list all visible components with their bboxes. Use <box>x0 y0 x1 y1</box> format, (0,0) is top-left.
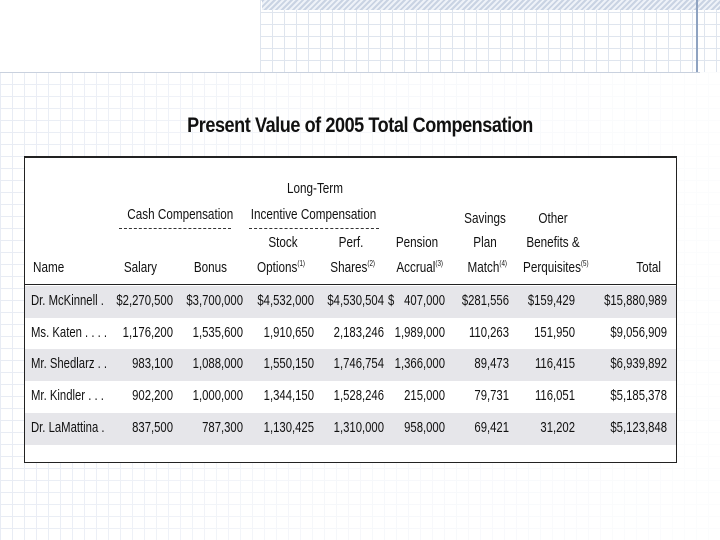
row5-stock: 1,130,425 <box>263 420 314 436</box>
col-savings-line2: Plan <box>473 234 497 251</box>
col-header-other-text: Perquisites <box>523 259 581 276</box>
row1-perf: $4,530,504 <box>327 293 384 309</box>
row3-pension: 1,366,000 <box>394 356 445 372</box>
row1-pension-currency: $ <box>388 293 395 309</box>
header-accent-stripe <box>262 0 720 10</box>
row3-name: Mr. Shedlarz . . <box>31 356 108 372</box>
row5-total: $5,123,848 <box>610 420 667 436</box>
footnote-4-marker: (4) <box>499 259 507 268</box>
col-header-other: Perquisites(5) <box>523 259 589 276</box>
footnote-2-marker: (2) <box>367 259 375 268</box>
group-cash-rule <box>119 228 231 229</box>
row1-savings: $281,556 <box>461 293 509 309</box>
row1-total: $15,880,989 <box>604 293 667 309</box>
row3-other: 116,415 <box>534 356 575 372</box>
row1-pension: 407,000 <box>404 293 445 309</box>
row2-savings: 110,263 <box>468 325 509 341</box>
row3-total: $6,939,892 <box>610 356 667 372</box>
col-header-total: Total <box>636 259 661 276</box>
row5-name: Dr. LaMattina . <box>31 420 105 436</box>
col-header-savings: Match(4) <box>459 259 507 276</box>
row4-salary: 902,200 <box>132 388 173 404</box>
row1-name: Dr. McKinnell . <box>31 293 104 309</box>
col-header-pension: Accrual(3) <box>392 259 443 276</box>
col-header-bonus: Bonus <box>193 259 227 276</box>
col-header-stock: Options(1) <box>252 259 305 276</box>
row5-other: 31,202 <box>540 420 575 436</box>
row5-perf: 1,310,000 <box>333 420 384 436</box>
row4-bonus: 1,000,000 <box>192 388 243 404</box>
col-pension-line1: Pension <box>395 234 439 251</box>
col-other-line1: Other <box>538 210 568 227</box>
col-header-salary: Salary <box>123 259 157 276</box>
row-shade-3 <box>25 349 676 381</box>
col-other-line2: Benefits & <box>526 234 580 251</box>
col-header-name: Name <box>33 259 65 276</box>
col-savings-line1: Savings <box>464 210 506 227</box>
row-shade-5 <box>25 413 676 445</box>
row3-savings: 89,473 <box>474 356 509 372</box>
row4-other: 116,051 <box>534 388 575 404</box>
row3-perf: 1,746,754 <box>333 356 384 372</box>
row2-total: $9,056,909 <box>610 325 667 341</box>
group-lti-rule <box>249 228 379 229</box>
group-lti-line2: Incentive Compensation <box>250 206 377 223</box>
group-lti-line1: Long-Term <box>287 180 343 197</box>
row4-total: $5,185,378 <box>610 388 667 404</box>
compensation-table: Cash Compensation Long-Term Incentive Co… <box>24 156 677 463</box>
header-bottom-rule <box>25 284 676 285</box>
col-header-perf: Shares(2) <box>324 259 375 276</box>
row2-salary: 1,176,200 <box>122 325 173 341</box>
footnote-3-marker: (3) <box>435 259 443 268</box>
col-header-perf-text: Shares <box>330 259 368 276</box>
slide-header-band <box>0 0 720 72</box>
header-rule <box>0 72 700 73</box>
row-shade-1 <box>25 286 676 318</box>
row2-bonus: 1,535,600 <box>192 325 243 341</box>
row4-savings: 79,731 <box>474 388 509 404</box>
row2-pension: 1,989,000 <box>394 325 445 341</box>
row4-name: Mr. Kindler . . . <box>31 388 104 404</box>
row1-other: $159,429 <box>527 293 575 309</box>
row2-stock: 1,910,650 <box>263 325 314 341</box>
col-header-stock-text: Options <box>257 259 298 276</box>
header-vertical-line <box>696 0 698 72</box>
table-title: Present Value of 2005 Total Compensation <box>187 114 533 137</box>
col-perf-line1: Perf. <box>338 234 364 251</box>
row3-salary: 983,100 <box>132 356 173 372</box>
row3-bonus: 1,088,000 <box>192 356 243 372</box>
row1-stock: $4,532,000 <box>257 293 314 309</box>
header-grid-pattern <box>260 0 720 72</box>
footnote-5-marker: (5) <box>580 259 589 268</box>
footnote-1-marker: (1) <box>297 259 305 268</box>
col-header-savings-text: Match <box>467 259 500 276</box>
row1-salary: $2,270,500 <box>116 293 173 309</box>
row5-savings: 69,421 <box>474 420 509 436</box>
row5-pension: 958,000 <box>404 420 445 436</box>
row2-other: 151,950 <box>534 325 575 341</box>
row1-bonus: $3,700,000 <box>186 293 243 309</box>
row2-perf: 2,183,246 <box>333 325 384 341</box>
row5-bonus: 787,300 <box>202 420 243 436</box>
group-cash-compensation: Cash Compensation <box>127 206 234 223</box>
col-stock-line1: Stock <box>268 234 298 251</box>
row4-stock: 1,344,150 <box>263 388 314 404</box>
row4-pension: 215,000 <box>404 388 445 404</box>
col-header-pension-text: Accrual <box>396 259 436 276</box>
row2-name: Ms. Katen . . . . <box>31 325 108 341</box>
row5-salary: 837,500 <box>132 420 173 436</box>
row3-stock: 1,550,150 <box>263 356 314 372</box>
row4-perf: 1,528,246 <box>333 388 384 404</box>
